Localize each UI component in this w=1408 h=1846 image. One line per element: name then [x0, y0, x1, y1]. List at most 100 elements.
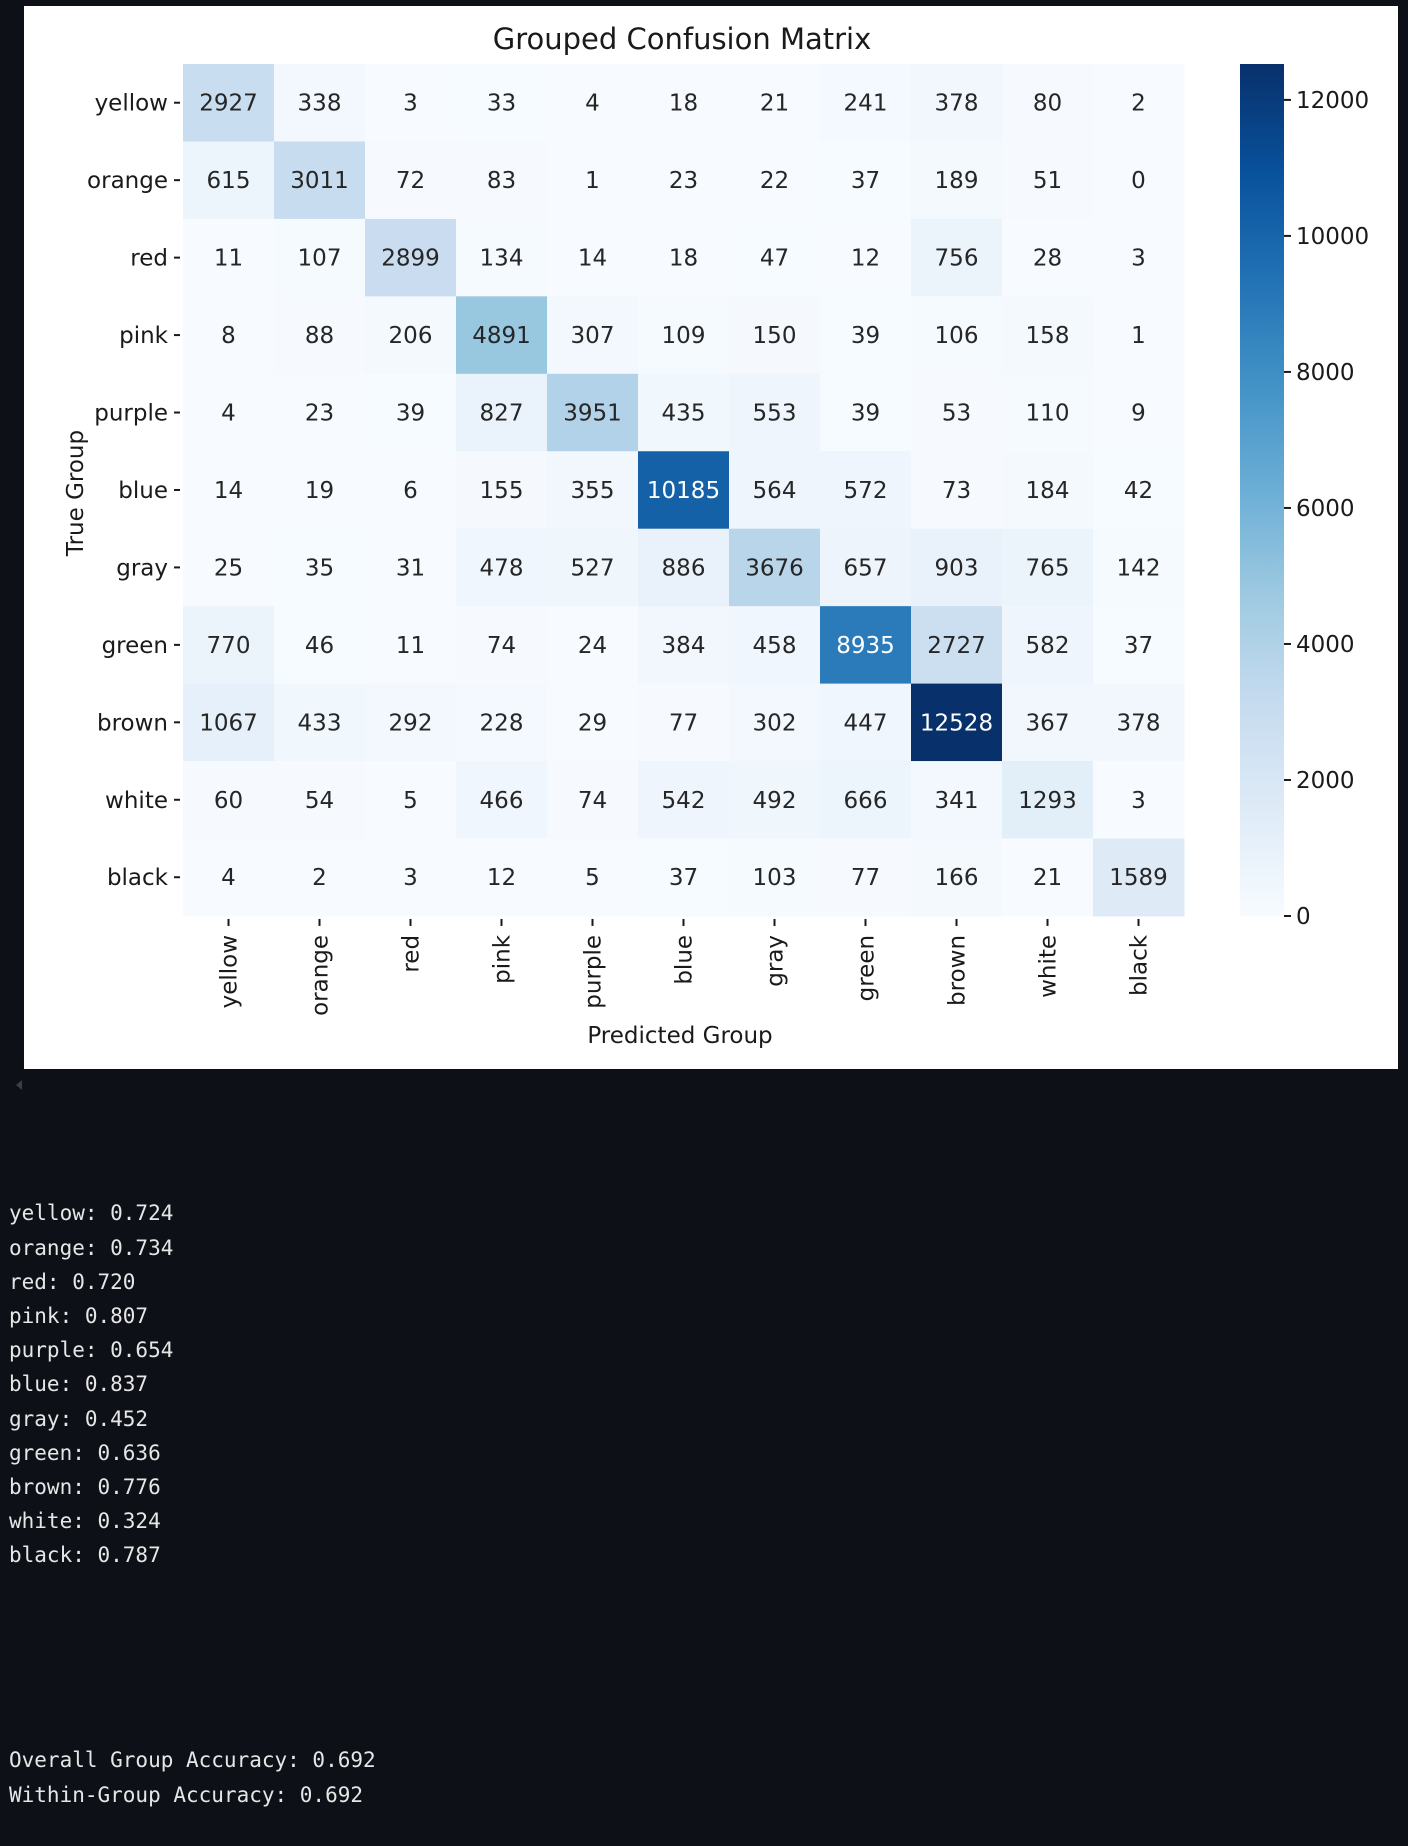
cell-value-label: 903: [935, 555, 979, 581]
heatmap-cell: [820, 838, 912, 917]
row-label: pink: [119, 323, 169, 349]
column-label: green: [854, 935, 880, 1001]
colorbar-tick-label: 8000: [1296, 360, 1355, 386]
column-label: gray: [763, 935, 789, 987]
heatmap-cell: [456, 683, 548, 762]
heatmap-cell: [911, 373, 1003, 452]
group-accuracy-line: gray: 0.452: [9, 1406, 149, 1431]
heatmap-cell: [1002, 296, 1094, 375]
cell-value-label: 37: [851, 168, 880, 194]
heatmap-cell: [274, 141, 366, 220]
cell-value-label: 447: [844, 710, 888, 736]
cell-value-label: 103: [753, 865, 797, 891]
heatmap-cell: [729, 761, 821, 839]
cell-value-label: 107: [298, 246, 342, 272]
heatmap-cell: [1093, 141, 1185, 220]
heatmap-cell: [729, 64, 821, 142]
cell-value-label: 657: [844, 555, 888, 581]
per-group-accuracy-list: yellow: 0.724 orange: 0.734 red: 0.720 pink…: [9, 1196, 376, 1572]
heatmap-cell: [183, 218, 275, 297]
cell-value-label: 88: [305, 323, 334, 349]
cell-value-label: 206: [389, 323, 433, 349]
cell-value-label: 74: [487, 633, 516, 659]
heatmap-cell: [638, 451, 730, 530]
row-label: black: [107, 865, 169, 891]
cell-value-label: 3951: [563, 401, 622, 427]
heatmap-cell: [365, 218, 457, 297]
cell-value-label: 47: [760, 246, 789, 272]
heatmap-cell: [365, 296, 457, 375]
heatmap-cell: [820, 528, 912, 607]
cell-value-label: 338: [298, 91, 342, 117]
colorbar-ticks: 0 2000 4000 6000 8000 10000 12000: [1284, 88, 1369, 930]
heatmap-cell: [1002, 373, 1094, 452]
heatmap-cell: [274, 838, 366, 917]
group-accuracy-line: blue: 0.837: [9, 1372, 149, 1397]
group-accuracy-line: green: 0.636: [9, 1440, 161, 1465]
cell-value-label: 21: [1033, 865, 1062, 891]
row-label: brown: [97, 710, 168, 736]
cell-value-label: 384: [662, 633, 706, 659]
heatmap-cell: [820, 141, 912, 220]
cell-value-label: 4891: [472, 323, 531, 349]
heatmap-cell: [274, 218, 366, 297]
cell-value-label: 80: [1033, 91, 1062, 117]
cell-value-label: 14: [578, 246, 607, 272]
heatmap-cell: [547, 606, 639, 685]
row-label: green: [102, 633, 168, 659]
heatmap-cell: [456, 528, 548, 607]
heatmap-cell: [911, 64, 1003, 142]
heatmap-cell: [456, 451, 548, 530]
heatmap-cell: [1093, 606, 1185, 685]
heatmap-cell: [729, 373, 821, 452]
chart-title: Grouped Confusion Matrix: [493, 22, 872, 56]
cell-value-label: 54: [305, 788, 334, 814]
heatmap-cell: [183, 761, 275, 839]
heatmap-cell: [911, 141, 1003, 220]
cell-value-label: 9: [1131, 401, 1146, 427]
column-label: white: [1036, 935, 1062, 998]
colorbar-tick-label: 0: [1296, 904, 1311, 930]
cell-value-label: 1589: [1109, 865, 1168, 891]
heatmap-cell: [456, 296, 548, 375]
cell-value-label: 2899: [381, 246, 440, 272]
confusion-matrix-heatmap: Grouped Confusion Matrix 2927 338 3 33 4 18 21…: [63, 22, 1369, 1049]
cell-value-label: 302: [753, 710, 797, 736]
cell-value-label: 827: [480, 401, 524, 427]
cell-value-label: 77: [669, 710, 698, 736]
row-label: yellow: [95, 91, 168, 117]
cell-value-label: 109: [662, 323, 706, 349]
cell-value-label: 3: [1131, 788, 1146, 814]
cell-value-label: 4: [221, 401, 236, 427]
column-label: orange: [308, 935, 334, 1016]
heatmap-cell: [1002, 761, 1094, 839]
heatmap-cell: [911, 606, 1003, 685]
heatmap-cell: [638, 761, 730, 839]
heatmap-cell: [820, 373, 912, 452]
cell-value-label: 572: [844, 478, 888, 504]
heatmap-cell: [1093, 218, 1185, 297]
cell-value-label: 378: [935, 91, 979, 117]
heatmap-cell: [183, 373, 275, 452]
colorbar-tick-label: 10000: [1296, 224, 1369, 250]
scroll-left-arrow-icon[interactable]: [16, 1080, 22, 1090]
cell-value-label: 6: [403, 478, 418, 504]
heatmap-cell: [547, 373, 639, 452]
cell-value-label: 3676: [745, 555, 804, 581]
heatmap-cell: [729, 296, 821, 375]
cell-value-label: 189: [935, 168, 979, 194]
cell-value-label: 18: [669, 91, 698, 117]
heatmap-cell: [820, 761, 912, 839]
cell-value-label: 72: [396, 168, 425, 194]
cell-value-label: 39: [851, 323, 880, 349]
heatmap-cell: [638, 683, 730, 762]
cell-value-label: 37: [1124, 633, 1153, 659]
cell-value-label: 134: [480, 246, 524, 272]
cell-value-label: 0: [1131, 168, 1146, 194]
heatmap-cell: [638, 528, 730, 607]
cell-value-label: 23: [305, 401, 334, 427]
heatmap-cell: [365, 761, 457, 839]
heatmap-cell: [1002, 451, 1094, 530]
heatmap-cell: [729, 606, 821, 685]
